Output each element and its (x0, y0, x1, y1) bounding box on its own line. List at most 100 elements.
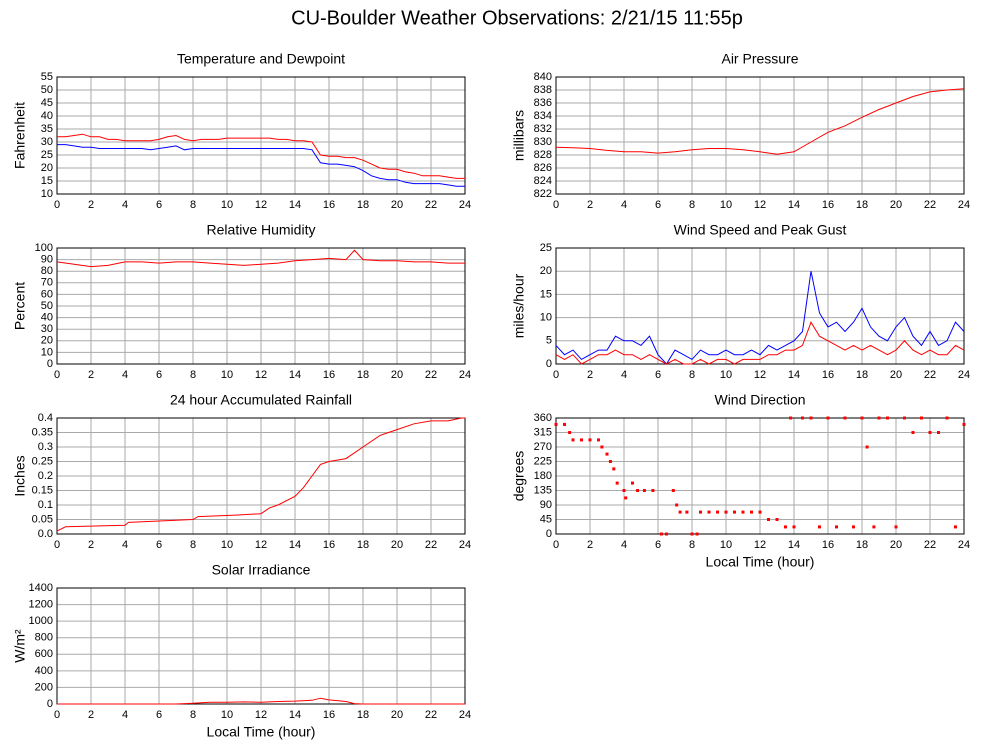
chart-title: Relative Humidity (207, 222, 316, 238)
y-tick-label: 180 (534, 470, 552, 482)
y-tick-label: 10 (540, 312, 552, 324)
x-tick-label: 14 (788, 539, 800, 551)
data-line (555, 88, 965, 155)
y-tick-label: 20 (41, 162, 53, 174)
y-tick-label: 35 (41, 123, 53, 135)
y-tick-label: 25 (540, 242, 552, 254)
data-point (852, 525, 855, 529)
x-tick-label: 22 (425, 199, 437, 211)
x-tick-label: 14 (289, 199, 301, 211)
data-point (733, 510, 736, 514)
data-point (707, 510, 711, 514)
data-line (56, 249, 465, 268)
data-point (636, 489, 640, 492)
x-tick-label: 22 (425, 709, 437, 721)
plot-frame (56, 587, 466, 705)
x-tick-label: 24 (958, 539, 970, 551)
x-tick-label: 24 (958, 199, 970, 211)
x-axis-label: Local Time (hour) (207, 724, 316, 740)
x-tick-label: 18 (856, 539, 868, 551)
y-tick-label: 20 (41, 335, 53, 347)
x-tick-label: 2 (88, 709, 94, 721)
y-tick-label: 828 (534, 149, 552, 161)
x-tick-label: 4 (122, 709, 128, 721)
chart-panel: 24 hour Accumulated Rainfall Inches 0.0 0.0… (12, 392, 471, 551)
data-point (671, 489, 675, 492)
data-point (642, 489, 646, 492)
x-tick-label: 22 (425, 369, 437, 381)
data-point (835, 525, 838, 529)
plot-frame (555, 76, 965, 195)
y-tick-label: 90 (41, 254, 53, 266)
data-line (555, 271, 965, 365)
chart-title: Temperature and Dewpoint (177, 51, 345, 67)
x-tick-label: 12 (255, 199, 267, 211)
x-tick-label: 18 (357, 709, 369, 721)
x-tick-label: 22 (425, 539, 437, 551)
x-tick-label: 10 (720, 369, 732, 381)
data-point (622, 489, 626, 492)
x-tick-label: 0 (54, 709, 60, 721)
data-point (758, 510, 762, 514)
data-line (555, 321, 965, 365)
data-point (716, 510, 719, 514)
data-point (665, 532, 668, 536)
x-tick-label: 2 (587, 369, 593, 381)
y-tick-label: 90 (540, 499, 552, 511)
y-tick-label: 0.15 (32, 484, 53, 496)
y-tick-label: 45 (540, 513, 552, 525)
data-point (801, 416, 804, 420)
y-tick-label: 1400 (29, 582, 53, 594)
chart-title: Wind Speed and Peak Gust (674, 222, 847, 238)
x-tick-label: 10 (221, 709, 233, 721)
chart-title: Solar Irradiance (212, 562, 311, 578)
y-tick-label: 135 (534, 484, 552, 496)
x-tick-label: 18 (357, 539, 369, 551)
x-tick-label: 0 (553, 539, 559, 551)
x-tick-label: 6 (655, 199, 661, 211)
data-point (894, 525, 898, 529)
y-tick-label: 0 (546, 358, 552, 370)
plot-frame (56, 247, 466, 365)
x-tick-label: 8 (190, 539, 196, 551)
x-tick-label: 24 (459, 199, 471, 211)
y-axis-label: Inches (12, 455, 28, 496)
x-tick-label: 8 (689, 199, 695, 211)
data-line (57, 133, 465, 179)
x-tick-label: 12 (754, 369, 766, 381)
data-point (886, 416, 889, 420)
data-line (57, 697, 465, 705)
x-tick-label: 22 (924, 369, 936, 381)
x-tick-label: 16 (822, 199, 834, 211)
x-tick-label: 10 (720, 539, 732, 551)
y-tick-label: 25 (41, 149, 53, 161)
y-tick-label: 826 (534, 162, 552, 174)
y-tick-label: 5 (546, 335, 552, 347)
y-tick-label: 1200 (29, 598, 53, 610)
y-axis-label: Fahrenheit (12, 102, 28, 169)
data-point (962, 422, 966, 426)
data-point (954, 525, 957, 529)
data-point (789, 416, 793, 420)
x-tick-label: 12 (754, 199, 766, 211)
x-tick-label: 4 (621, 199, 627, 211)
x-tick-label: 8 (190, 369, 196, 381)
x-tick-label: 8 (689, 539, 695, 551)
x-tick-label: 0 (553, 199, 559, 211)
y-tick-label: 270 (534, 441, 552, 453)
x-tick-label: 18 (357, 199, 369, 211)
y-tick-label: 0.2 (38, 470, 53, 482)
x-tick-label: 2 (88, 199, 94, 211)
x-tick-label: 20 (391, 709, 403, 721)
x-tick-label: 4 (621, 369, 627, 381)
x-tick-label: 12 (255, 369, 267, 381)
x-tick-label: 4 (621, 539, 627, 551)
x-tick-label: 6 (156, 539, 162, 551)
x-tick-label: 2 (88, 539, 94, 551)
data-point (605, 452, 609, 456)
y-axis-label: degrees (511, 451, 527, 502)
x-tick-label: 2 (88, 369, 94, 381)
chart-panel: Temperature and DewpointFahrenheit101520… (12, 51, 471, 211)
y-tick-label: 0.3 (38, 441, 53, 453)
